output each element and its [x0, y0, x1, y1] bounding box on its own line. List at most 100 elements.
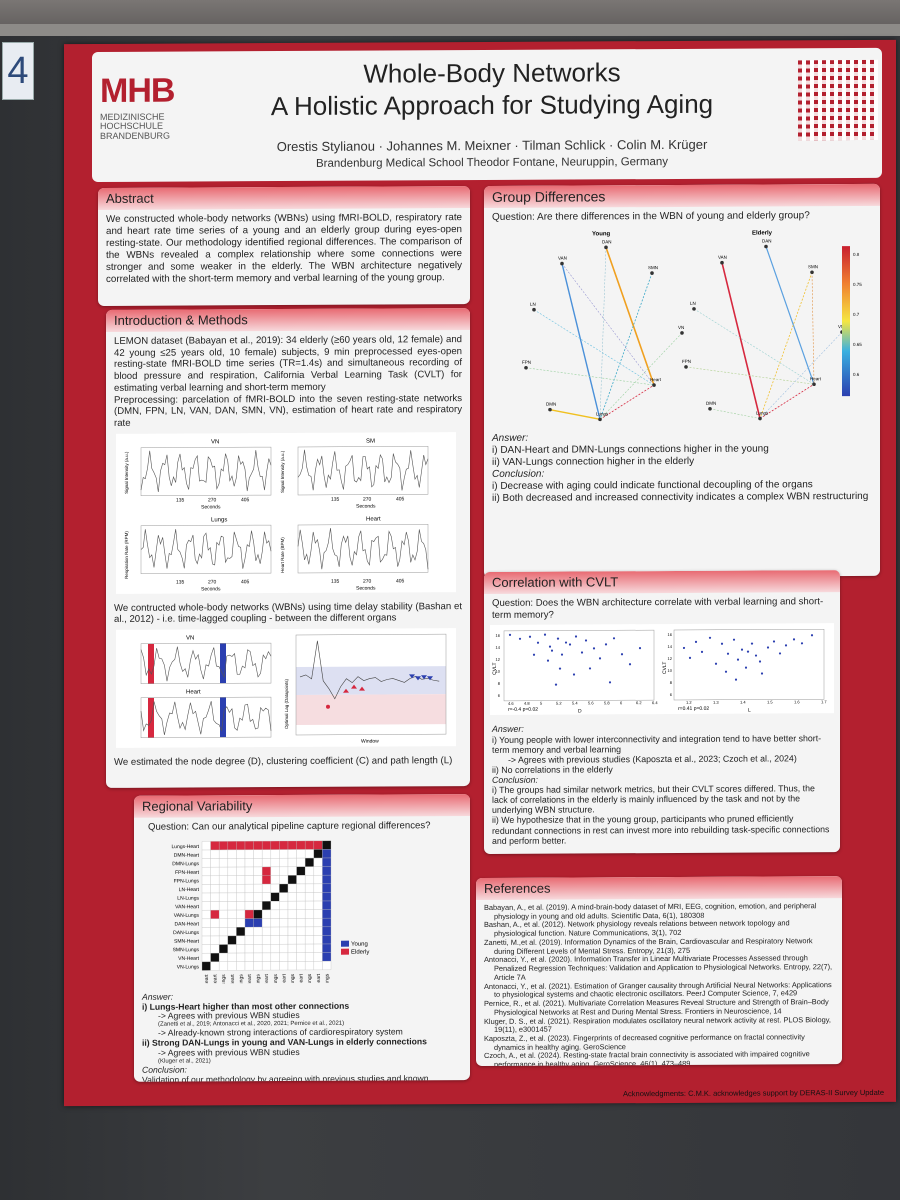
scatter-point [708, 637, 712, 640]
matrix-cell [210, 909, 220, 919]
matrix-cell [236, 857, 246, 867]
matrix-cell [322, 952, 332, 962]
matrix-cell [313, 866, 323, 876]
matrix-cell [219, 875, 228, 885]
matrix-cell [201, 883, 211, 893]
x-axis-label: D [578, 709, 582, 715]
network-node-label: VAN [558, 256, 567, 261]
x-axis-label: Seconds [356, 503, 376, 509]
matrix-cell [219, 935, 228, 945]
x-axis-label: Seconds [201, 586, 221, 592]
matrix-cell [313, 926, 323, 936]
matrix-cell [227, 935, 237, 945]
matrix-cell [210, 935, 220, 945]
network-edge [693, 308, 815, 385]
regional-heading: Regional Variability [134, 794, 470, 818]
scatter-point [580, 651, 584, 654]
scatter-point [620, 653, 624, 656]
matrix-cell [296, 892, 306, 902]
matrix-cell [305, 926, 314, 936]
colorbar-tick: 0.8 [853, 252, 860, 257]
matrix-cell [219, 961, 228, 971]
matrix-cell [313, 874, 323, 884]
scatter-point [532, 654, 536, 657]
scatter-point [568, 643, 572, 647]
x-axis-label: L [748, 708, 751, 714]
colorbar [842, 246, 850, 397]
affiliation: Brandenburg Medical School Theodor Fonta… [315, 156, 669, 170]
matrix-row-label: DMN-Lungs [172, 861, 199, 867]
matrix-cell [219, 866, 228, 876]
scatter-point [560, 653, 564, 657]
matrix-cell [253, 883, 263, 893]
cvlt-answer-1b: -> Agrees with previous studies (Kaposzt… [508, 753, 797, 765]
cvlt-conclusion-2: ii) We hypothesize that in the young gro… [492, 813, 830, 846]
x-tick: 405 [241, 497, 250, 503]
matrix-cell [253, 961, 263, 971]
legend-swatch-young [341, 940, 349, 947]
matrix-cell [210, 840, 220, 850]
matrix-cell [201, 858, 211, 868]
matrix-cell [322, 866, 332, 876]
matrix-cell [305, 866, 314, 876]
scatter-point [572, 673, 576, 677]
matrix-cell [236, 840, 246, 850]
scatter-point [758, 660, 762, 664]
matrix-row-label: VN-Heart [178, 955, 199, 961]
plot-frame [297, 523, 429, 573]
window-marker-red [148, 643, 154, 684]
matrix-cell [322, 883, 332, 893]
matrix-cell [253, 935, 263, 945]
scatter-point [688, 657, 692, 660]
matrix-row-label: VAN-Lungs [174, 912, 200, 918]
matrix-cell [313, 934, 323, 944]
y-tick: 14 [496, 645, 501, 650]
matrix-cell [236, 875, 246, 885]
network-edge [599, 273, 653, 420]
matrix-cell [210, 926, 220, 936]
stability-band-red [296, 694, 446, 725]
x-tick: 1.5 [767, 700, 773, 705]
matrix-row-label: DAN-Lungs [173, 930, 199, 936]
x-axis-label: Seconds [356, 585, 376, 591]
y-tick: 10 [668, 668, 673, 673]
matrix-cell [262, 857, 271, 867]
regional-panel: Regional Variability Question: Can our a… [134, 794, 470, 1082]
references-heading: References [476, 876, 842, 901]
scatter-point [604, 643, 608, 646]
network-edge [685, 366, 815, 385]
plot-frame [295, 633, 447, 736]
abstract-heading: Abstract [98, 186, 470, 211]
network-node-label: SMN [808, 264, 818, 269]
network-edge [765, 246, 815, 385]
matrix-cell [262, 875, 271, 884]
network-node-label: DAN [602, 239, 612, 244]
matrix-cell [322, 900, 332, 910]
matrix-cell [201, 952, 211, 962]
matrix-col-label: LN-Lungs [256, 973, 262, 983]
matrix-cell [227, 866, 237, 876]
matrix-row-label: VAN-Heart [175, 904, 199, 910]
x-axis-label: Window [361, 739, 379, 745]
matrix-cell [296, 866, 306, 876]
matrix-cell [210, 849, 220, 859]
matrix-row-label: SMN-Heart [174, 938, 200, 944]
network-edge [605, 247, 655, 386]
methods-dataset: LEMON dataset (Babayan et al., 2019): 34… [114, 334, 462, 394]
y-axis-label: CVLT [662, 662, 668, 674]
matrix-cell [227, 892, 237, 902]
network-node [812, 382, 816, 387]
matrix-cell [236, 883, 246, 893]
signal-trace [140, 528, 272, 569]
matrix-cell [287, 866, 297, 876]
stable-window-marker-blue [427, 676, 433, 681]
matrix-cell [253, 892, 263, 902]
matrix-cell [210, 883, 220, 893]
matrix-col-label: Lungs-Heart [204, 974, 210, 984]
matrix-cell [201, 875, 211, 885]
matrix-cell [201, 892, 211, 902]
network-node [692, 307, 696, 311]
matrix-cell [262, 883, 271, 893]
matrix-cell [305, 849, 314, 858]
matrix-cell [236, 892, 246, 902]
